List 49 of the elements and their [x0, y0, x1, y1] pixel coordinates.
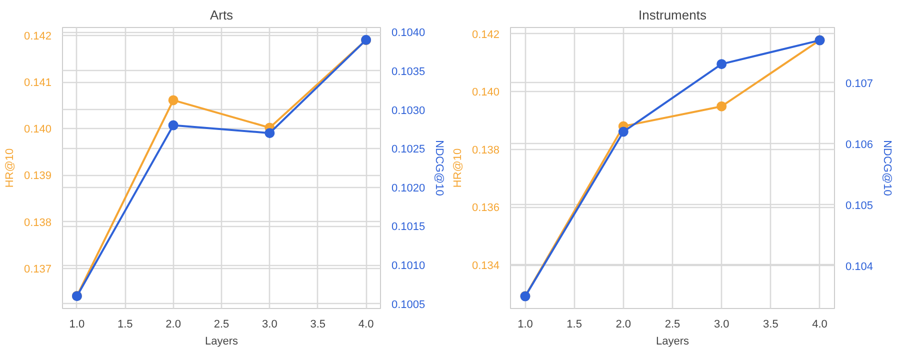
x-tick-label: 1.5 — [566, 318, 582, 330]
point — [716, 59, 727, 70]
y-tick-label: 0.139 — [24, 170, 52, 182]
x-tick-label: 1.0 — [69, 318, 85, 330]
chart-title: Instruments — [638, 8, 707, 22]
x-tick-label: 2.5 — [664, 318, 680, 330]
x-tick-label: 2.0 — [166, 318, 181, 330]
y-tick-label: 0.141 — [24, 77, 52, 90]
y2-axis-title: NDCG@10 — [433, 140, 446, 196]
y-tick-label: 0.142 — [24, 30, 52, 42]
x-tick-label: 2.5 — [214, 318, 230, 330]
y-tick-label: 0.138 — [472, 144, 500, 156]
x-axis-title: Layers — [656, 336, 690, 348]
y2-tick-label: 0.1005 — [392, 298, 426, 311]
y2-tick-label: 0.1030 — [392, 104, 426, 117]
y-tick-label: 0.136 — [472, 202, 500, 214]
x-tick-label: 3.0 — [714, 318, 730, 330]
x-tick-label: 1.0 — [518, 318, 533, 330]
y2-tick-label: 0.105 — [846, 200, 874, 212]
y2-tick-label: 0.1025 — [392, 144, 426, 156]
x-tick-label: 4.0 — [358, 318, 374, 330]
point — [618, 126, 628, 137]
y2-tick-label: 0.1020 — [392, 182, 426, 194]
y2-tick-label: 0.106 — [846, 138, 874, 151]
y-tick-label: 0.140 — [24, 124, 52, 136]
y2-tick-label: 0.1010 — [392, 260, 426, 272]
y2-tick-label: 0.1040 — [392, 27, 426, 40]
x-tick-label: 1.5 — [117, 318, 133, 330]
y-tick-label: 0.134 — [472, 260, 500, 272]
y-tick-label: 0.140 — [472, 86, 500, 99]
y2-tick-label: 0.1015 — [392, 221, 426, 234]
chart-title: Arts — [210, 8, 234, 22]
point — [168, 120, 178, 130]
x-tick-label: 3.0 — [262, 318, 278, 330]
x-tick-label: 3.5 — [763, 318, 778, 330]
y-axis-title: HR@10 — [452, 148, 464, 188]
x-tick-label: 2.0 — [616, 318, 632, 330]
y2-axis-title: NDCG@10 — [881, 140, 894, 196]
y2-tick-label: 0.1035 — [392, 66, 426, 78]
y-axis-title: HR@10 — [4, 148, 16, 188]
y2-tick-label: 0.104 — [846, 260, 874, 273]
y-tick-label: 0.138 — [24, 216, 52, 229]
y-tick-label: 0.137 — [24, 263, 52, 276]
x-axis-title: Layers — [204, 336, 239, 348]
point — [264, 128, 275, 138]
x-tick-label: 4.0 — [812, 318, 828, 330]
y2-tick-label: 0.107 — [846, 78, 874, 90]
y-tick-label: 0.142 — [472, 28, 500, 41]
x-tick-label: 3.5 — [310, 318, 326, 330]
